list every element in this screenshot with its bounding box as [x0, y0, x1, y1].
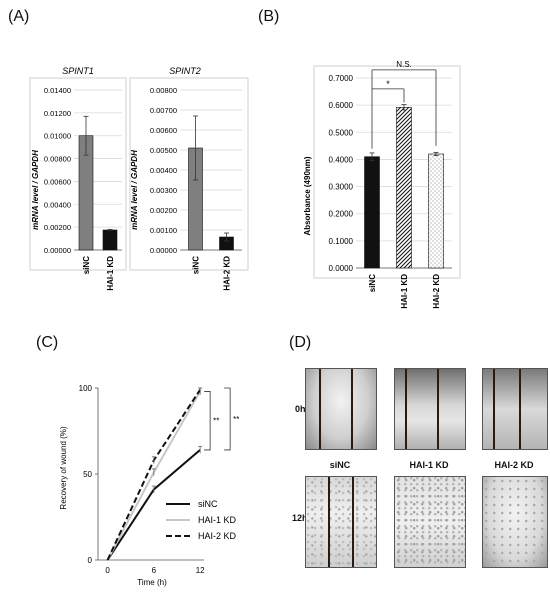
x-tick-label: HAI-1 KD — [400, 274, 409, 309]
y-tick-label: 0 — [88, 556, 93, 565]
y-tick-label: 0.5000 — [329, 128, 354, 137]
spint1-bar-chart: SPINT1 mRNA level / GAPDH 0.00000 0.00200… — [29, 66, 127, 291]
x-tick-label: 0 — [105, 566, 110, 575]
micrograph-hai2-12h — [482, 476, 548, 568]
wound-edge-left — [405, 369, 407, 449]
y-tick-label: 0.4000 — [329, 155, 354, 164]
panel-label-c: (C) — [36, 334, 59, 351]
y-tick-label: 0.00200 — [150, 206, 177, 215]
y-tick-label: 0.01200 — [44, 109, 71, 118]
significance-stars: ** — [213, 417, 219, 426]
y-tick-label: 0.00800 — [150, 86, 177, 95]
sig-bracket — [204, 391, 211, 451]
micrograph-hai1-12h — [394, 476, 466, 568]
y-tick-label: 0.00400 — [44, 200, 71, 209]
y-tick-label: 0.00000 — [150, 246, 177, 255]
ns-label: N.S. — [396, 60, 412, 69]
y-tick-label: 0.2000 — [329, 210, 354, 219]
row-label-12h: 12h — [292, 513, 308, 523]
chart-title: SPINT2 — [169, 66, 201, 76]
y-tick-label: 0.00600 — [150, 126, 177, 135]
significance-star: * — [386, 79, 390, 89]
y-tick-label: 0.00000 — [44, 246, 71, 255]
y-axis-label: mRNA level / GAPDH — [31, 150, 40, 230]
y-tick-label: 0.1000 — [329, 237, 354, 246]
spint2-bar-chart: SPINT2 mRNA level / GAPDH 0.00000 0.00100… — [129, 66, 249, 291]
significance-stars: ** — [233, 415, 239, 424]
y-tick-label: 0.0000 — [329, 264, 354, 273]
wound-edge-right — [519, 369, 521, 449]
legend-label: HAI-1 KD — [198, 515, 237, 525]
y-tick-label: 0.00100 — [150, 226, 177, 235]
y-axis-label: Absorbance (490nm) — [303, 156, 312, 235]
panel-label-b: (B) — [258, 8, 280, 25]
y-tick-label: 0.00700 — [150, 106, 177, 115]
y-tick-label: 0.6000 — [329, 101, 354, 110]
panel-label-d: (D) — [289, 334, 312, 351]
y-tick-label: 0.00200 — [44, 223, 71, 232]
x-tick-label: HAI-2 KD — [223, 256, 232, 291]
wound-edge-left — [328, 477, 330, 567]
x-tick-label: 6 — [152, 566, 157, 575]
x-axis-label: Time (h) — [137, 578, 167, 587]
y-tick-label: 0.00400 — [150, 166, 177, 175]
y-tick-label: 0.7000 — [329, 74, 354, 83]
bar-hai-1-kd — [396, 107, 412, 269]
wound-edge-left — [319, 369, 321, 449]
y-tick-label: 0.01000 — [44, 132, 71, 141]
group-label-hai1: HAI-1 KD — [409, 460, 449, 470]
wound-edge-right — [437, 369, 439, 449]
micrograph-hai2-0h — [482, 368, 548, 450]
chart-title: SPINT1 — [62, 66, 94, 76]
y-tick-label: 0.3000 — [329, 183, 354, 192]
legend-label: siNC — [198, 499, 218, 509]
x-tick-label: siNC — [82, 256, 91, 274]
panel-label-a: (A) — [8, 8, 30, 25]
group-label-sinc: siNC — [329, 460, 351, 470]
legend-label: HAI-2 KD — [198, 531, 237, 541]
x-tick-label: 12 — [196, 566, 205, 575]
y-tick-label: 0.00600 — [44, 177, 71, 186]
micrograph-hai1-0h — [394, 368, 466, 450]
bar-hai-2-kd — [428, 153, 444, 269]
micrograph-sinc-0h — [305, 368, 377, 450]
wound-edge-right — [351, 369, 353, 449]
y-tick-label: 0.01400 — [44, 86, 71, 95]
y-tick-label: 100 — [79, 384, 93, 393]
y-axis-label: mRNA level / GAPDH — [130, 150, 139, 230]
wound-recovery-line-chart: Recovery of wound (%) Time (h) 0 50 100 0 6 1… — [59, 384, 239, 587]
group-label-hai2: HAI-2 KD — [494, 460, 534, 470]
bar-sinc — [364, 156, 380, 269]
bar-hai-1-kd — [102, 229, 118, 251]
x-tick-label: siNC — [192, 256, 201, 274]
x-tick-label: HAI-1 KD — [106, 256, 115, 291]
row-label-0h: 0h — [295, 404, 306, 414]
sig-bracket — [224, 387, 231, 451]
wound-edge-right — [352, 477, 354, 567]
micrograph-sinc-12h — [305, 476, 377, 568]
x-tick-label: siNC — [368, 274, 377, 292]
y-tick-label: 0.00300 — [150, 186, 177, 195]
y-axis-label: Recovery of wound (%) — [59, 426, 68, 509]
x-tick-label: HAI-2 KD — [432, 274, 441, 309]
wound-edge-left — [493, 369, 495, 449]
y-tick-label: 0.00500 — [150, 146, 177, 155]
absorbance-bar-chart: Absorbance (490nm) 0.0000 0.1000 0.2000 0.3… — [303, 60, 461, 309]
y-tick-label: 50 — [83, 470, 92, 479]
y-tick-label: 0.00800 — [44, 155, 71, 164]
